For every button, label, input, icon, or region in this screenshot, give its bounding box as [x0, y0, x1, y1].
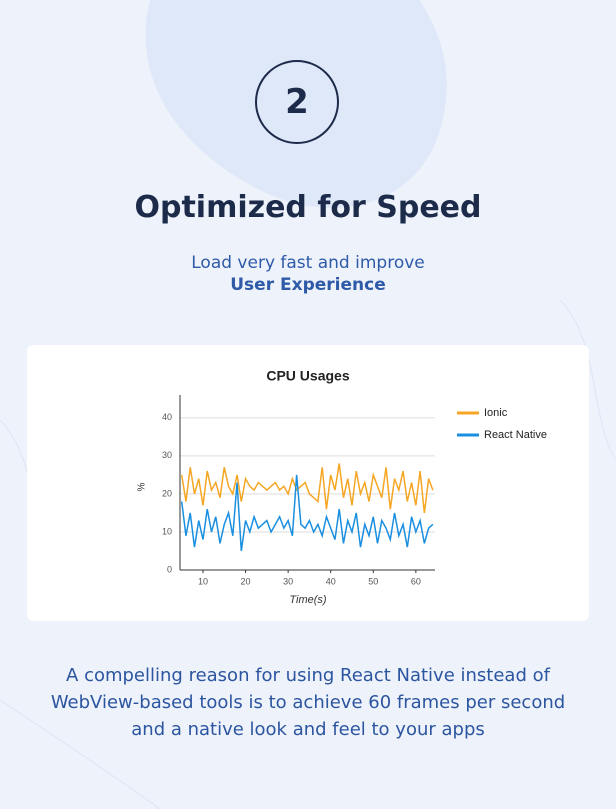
- x-tick-label: 10: [198, 576, 208, 586]
- y-axis-label: %: [137, 482, 148, 491]
- description-line: A compelling reason for using React Nati…: [66, 665, 550, 686]
- y-tick-label: 10: [162, 526, 172, 536]
- subtitle-emphasis: User Experience: [230, 275, 386, 295]
- step-badge: 2: [255, 60, 339, 144]
- legend-label: React Native: [484, 429, 547, 441]
- x-tick-label: 40: [326, 576, 336, 586]
- data-line: [180, 463, 434, 514]
- x-tick-label: 60: [411, 576, 421, 586]
- data-line: [180, 474, 434, 552]
- y-tick-label: 40: [162, 412, 172, 422]
- heading: Optimized for Speed: [134, 190, 482, 225]
- y-tick-label: 30: [162, 450, 172, 460]
- y-tick-label: 20: [162, 488, 172, 498]
- x-tick-label: 50: [368, 576, 378, 586]
- legend-label: Ionic: [484, 407, 508, 419]
- x-tick-label: 30: [283, 576, 293, 586]
- subtitle: Load very fast and improve: [191, 253, 425, 273]
- chart-title: CPU Usages: [266, 368, 349, 384]
- x-axis-label: Time(s): [289, 594, 327, 606]
- x-tick-label: 20: [241, 576, 251, 586]
- chart-card: [27, 345, 589, 621]
- y-tick-label: 0: [167, 564, 172, 574]
- description-line: WebView-based tools is to achieve 60 fra…: [50, 692, 566, 713]
- description-line: and a native look and feel to your apps: [131, 719, 485, 740]
